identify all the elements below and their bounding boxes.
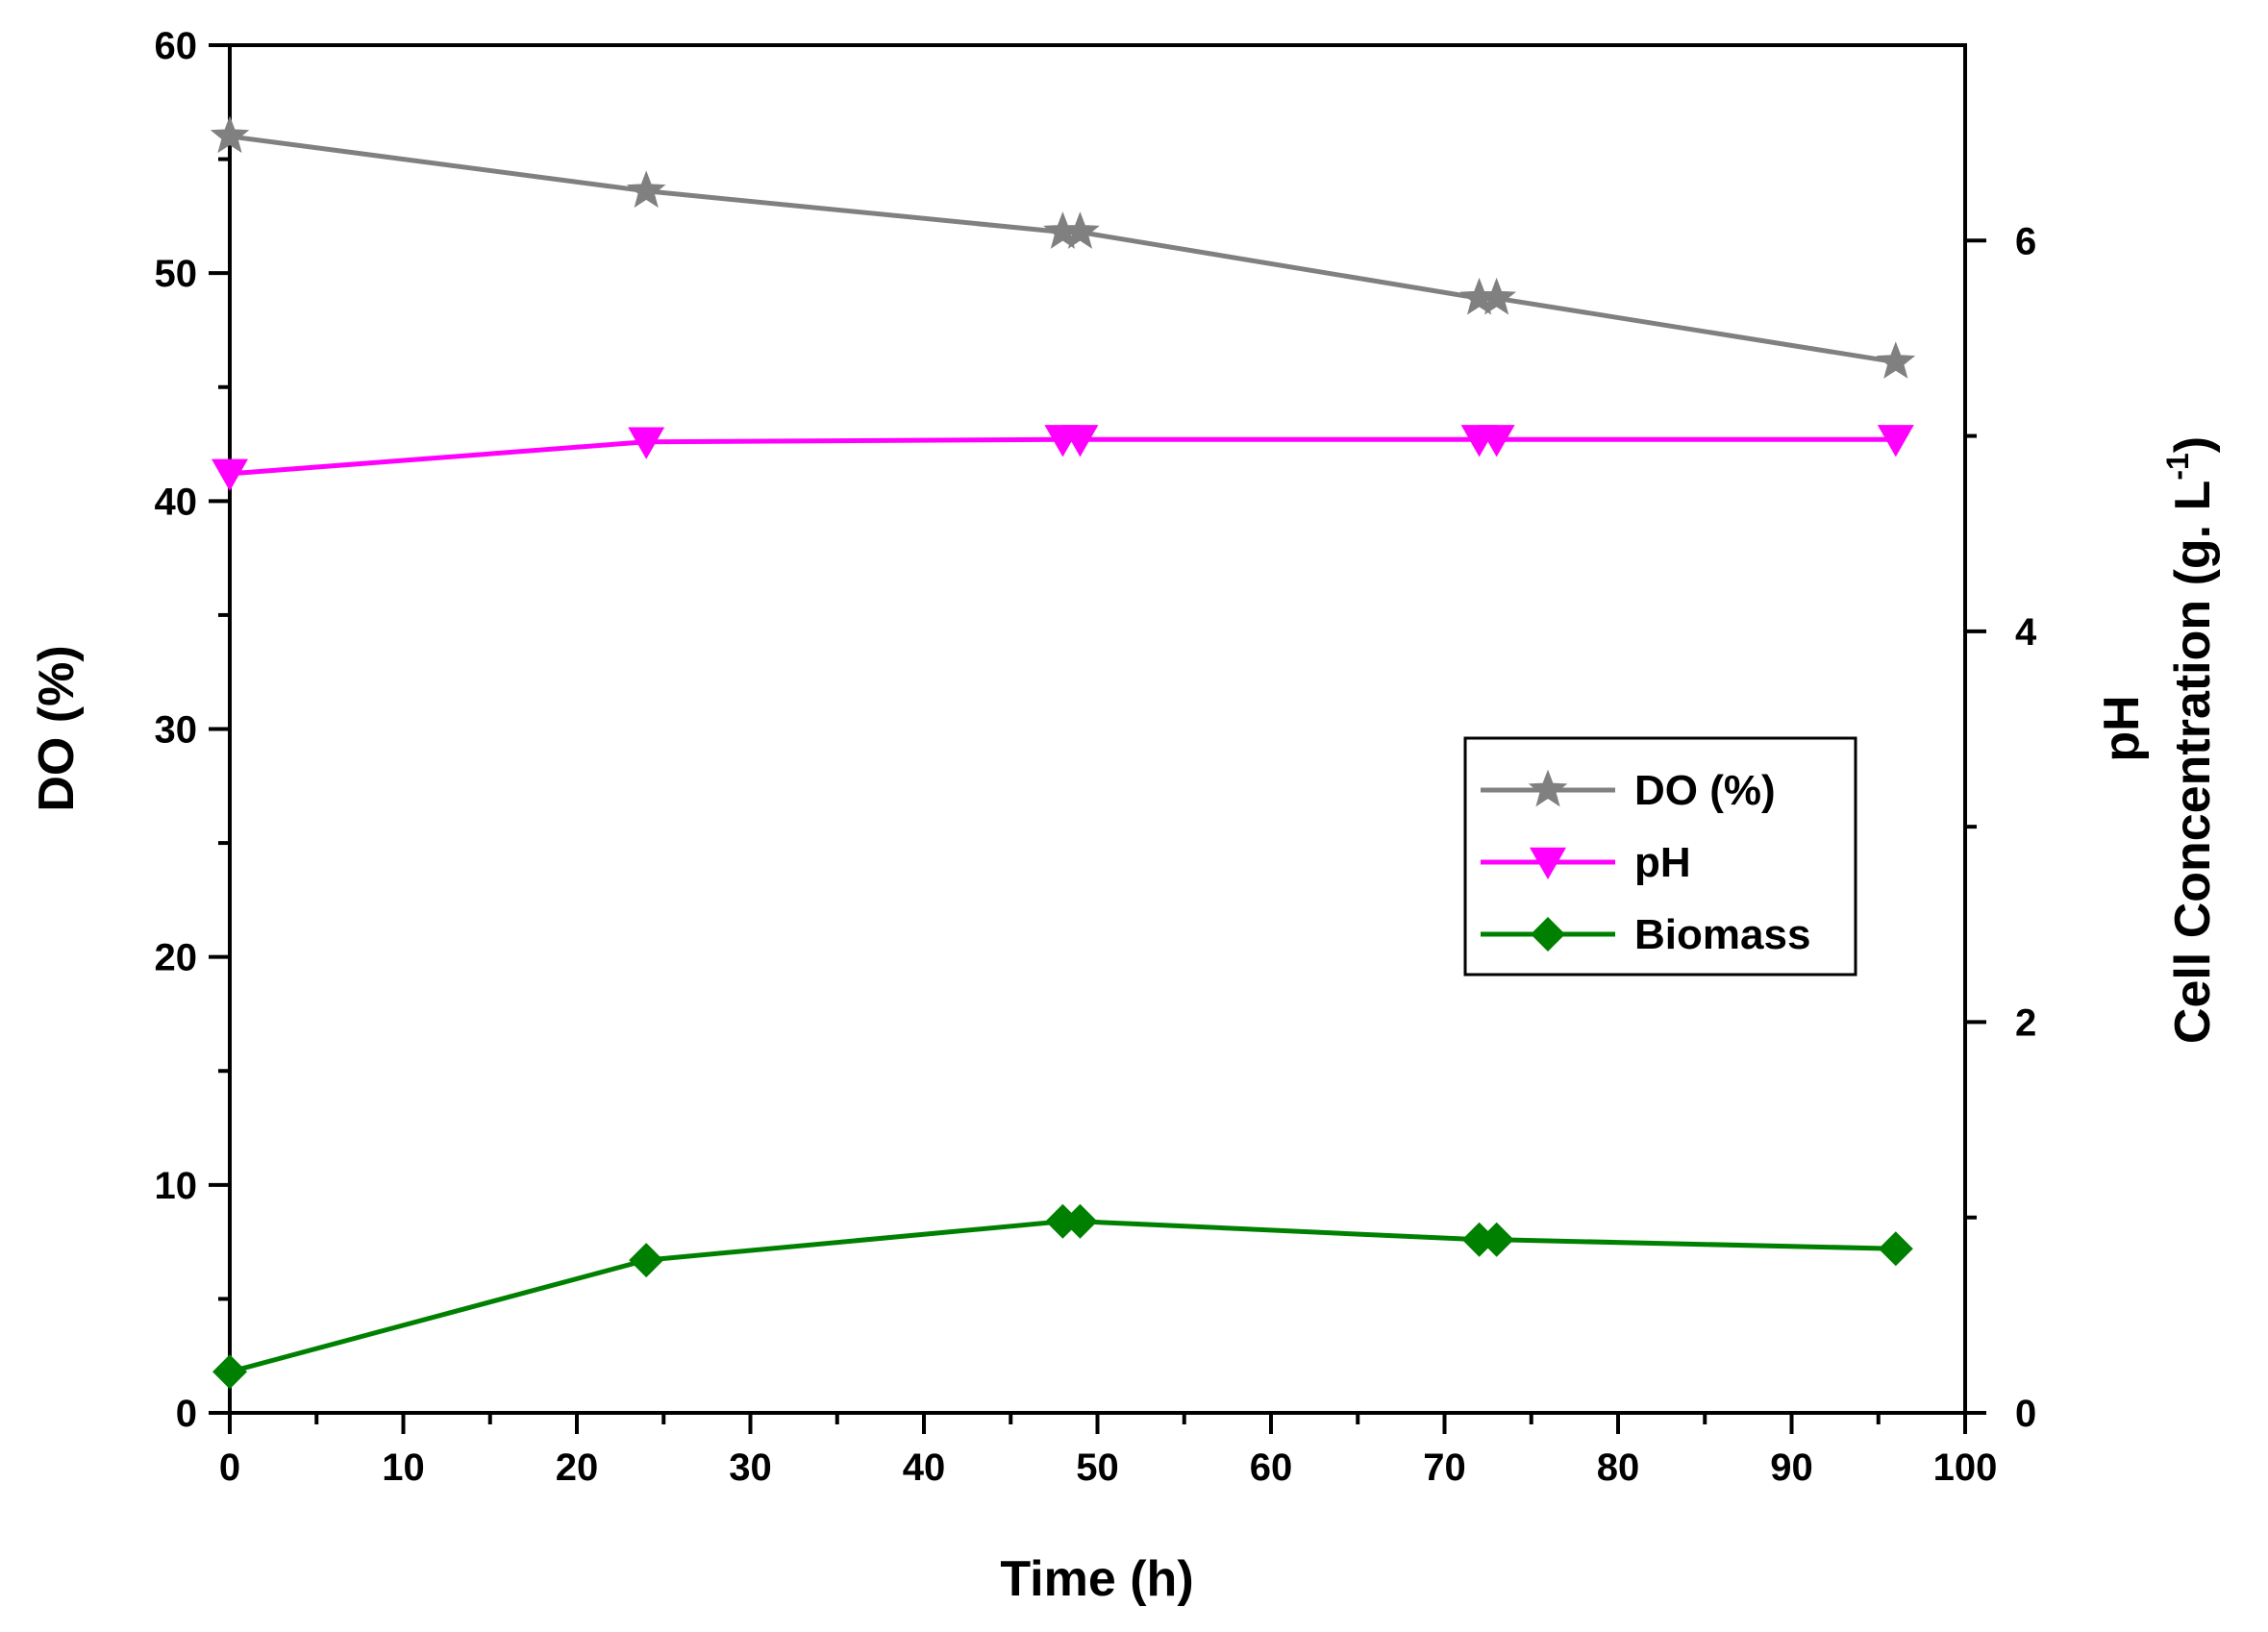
legend-items: DO (%) pH Biomass [1481,767,1810,958]
x-tick-label: 50 [1076,1447,1119,1489]
ph-point [1478,425,1515,457]
legend-label-do: DO (%) [1634,767,1776,814]
x-tick-label: 40 [903,1447,946,1489]
y-right-tick-label: 0 [2015,1393,2036,1435]
x-tick-label: 70 [1423,1447,1466,1489]
legend-marker-biomass [1531,917,1565,952]
do-point [1876,341,1916,379]
biomass-line [229,1219,1896,1374]
do-point [1060,211,1100,249]
biomass-point [1878,1231,1913,1267]
cell-concentration-label: Cell Concentration (g. L [2165,481,2221,1044]
legend-label-ph: pH [1634,839,1691,886]
do-point [1477,277,1517,315]
ph-point [212,458,248,491]
series-biomass [212,1203,1913,1390]
biomass-point [1062,1203,1098,1239]
x-tick-label: 20 [556,1447,599,1489]
cell-concentration-exponent: -1 [2160,453,2195,480]
y-right-tick-label: 2 [2015,1001,2036,1044]
x-tick-label: 60 [1250,1447,1293,1489]
y-left-tick-label: 0 [176,1393,197,1435]
biomass-point [1479,1222,1514,1257]
y-left-tick-label: 30 [155,709,198,752]
y-axis-title-right-cell-concentration: Cell Concentration (g. L-1) [2160,436,2221,1044]
x-axis-title: Time (h) [1000,1551,1193,1607]
y-left-tick-label: 40 [155,481,198,523]
biomass-point [1461,1222,1497,1257]
do-point [626,170,666,209]
x-tick-label: 0 [219,1447,240,1489]
legend: DO (%) pH Biomass [1463,736,1857,977]
do-line [229,134,1897,365]
x-tick-label: 10 [382,1447,425,1489]
biomass-point [1045,1203,1081,1239]
axis-layer: 0 10 20 30 40 50 60 70 80 90 100 0 10 20 30 40 50 60 0 2 4 6 [155,25,2038,1489]
y-right-tick-label: 4 [2015,611,2037,654]
legend-marker-do [1528,769,1568,807]
biomass-point [212,1354,247,1390]
y-left-tick-label: 50 [155,253,198,295]
biomass-point [629,1243,664,1278]
y-axis-title-right-ph: pH [2094,695,2150,761]
series-ph [212,425,1914,491]
legend-marker-ph [1530,847,1566,880]
x-tick-label: 100 [1933,1447,1998,1489]
legend-label-biomass: Biomass [1634,911,1810,958]
x-tick-label: 30 [729,1447,772,1489]
series-layer [210,115,1916,1390]
cell-concentration-close: ) [2165,436,2221,453]
y-right-tick-label: 6 [2015,220,2036,262]
ph-point [1877,425,1914,457]
x-tick-label: 80 [1597,1447,1640,1489]
plot-frame [228,43,1967,1415]
ph-point [628,427,665,459]
y-left-tick-label: 10 [155,1165,198,1207]
series-do [210,115,1916,379]
y-axis-title-left: DO (%) [29,645,85,811]
y-left-tick-label: 20 [155,937,198,979]
do-point [210,115,250,154]
ph-point [1061,425,1099,457]
x-tick-label: 90 [1770,1447,1813,1489]
y-left-tick-label: 60 [155,25,198,67]
